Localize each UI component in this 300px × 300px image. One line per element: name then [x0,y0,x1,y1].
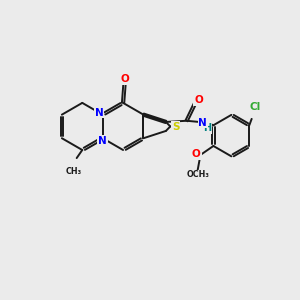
Text: O: O [192,149,201,159]
Text: O: O [121,74,130,84]
Text: CH₃: CH₃ [66,167,82,176]
Text: Cl: Cl [250,102,261,112]
Text: H: H [203,123,211,133]
Text: N: N [95,108,103,118]
Text: N: N [98,136,107,146]
Text: OCH₃: OCH₃ [186,170,209,179]
Text: N: N [198,118,207,128]
Text: S: S [172,122,179,132]
Text: O: O [194,95,203,105]
